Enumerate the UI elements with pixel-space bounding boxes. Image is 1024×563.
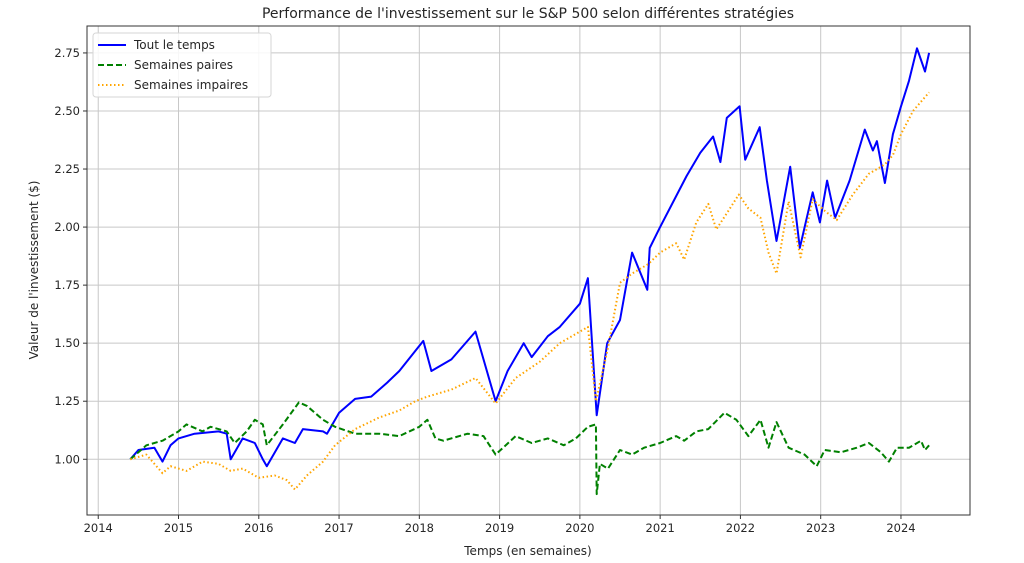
y-tick-label: 2.25: [54, 162, 80, 176]
x-tick-label: 2023: [806, 521, 835, 535]
x-tick-label: 2024: [886, 521, 915, 535]
series-lines: [129, 47, 931, 496]
x-tick-label: 2019: [485, 521, 514, 535]
y-tick-label: 2.50: [54, 104, 80, 118]
legend: Tout le temps Semaines paires Semaines imp…: [92, 32, 272, 98]
series-line-tout-le-temps: [129, 47, 931, 468]
x-tick-label: 2017: [324, 521, 353, 535]
y-tick-label: 1.75: [54, 278, 80, 292]
y-tick-label: 1.25: [54, 394, 80, 408]
y-axis-ticks: 1.00 1.25 1.50 1.75 2.00 2.25 2.50 2.75: [54, 46, 87, 466]
y-tick-label: 1.00: [54, 452, 80, 466]
y-tick-label: 2.00: [54, 220, 80, 234]
x-axis-ticks: 2014 2015 2016 2017 2018 2019 2020 2021 2022 2023…: [84, 515, 916, 535]
chart-title: Performance de l'investissement sur le S…: [262, 6, 794, 22]
y-tick-label: 1.50: [54, 336, 80, 350]
x-tick-label: 2016: [244, 521, 273, 535]
x-tick-label: 2020: [565, 521, 594, 535]
x-axis-label: Temps (en semaines): [463, 544, 591, 558]
y-axis-label: Valeur de l'investissement ($): [27, 181, 41, 360]
series-line-semaines-impaires: [130, 91, 930, 491]
x-tick-label: 2014: [84, 521, 113, 535]
series-line-semaines-paires: [129, 401, 930, 496]
x-tick-label: 2018: [405, 521, 434, 535]
x-tick-label: 2022: [726, 521, 755, 535]
legend-box: [92, 32, 272, 98]
plot-frame: [86, 25, 971, 516]
legend-label-semaines-paires: Semaines paires: [134, 58, 233, 72]
y-tick-label: 2.75: [54, 46, 80, 60]
x-tick-label: 2021: [646, 521, 675, 535]
legend-label-tout-le-temps: Tout le temps: [133, 38, 215, 52]
x-tick-label: 2015: [164, 521, 193, 535]
legend-label-semaines-impaires: Semaines impaires: [134, 78, 248, 92]
